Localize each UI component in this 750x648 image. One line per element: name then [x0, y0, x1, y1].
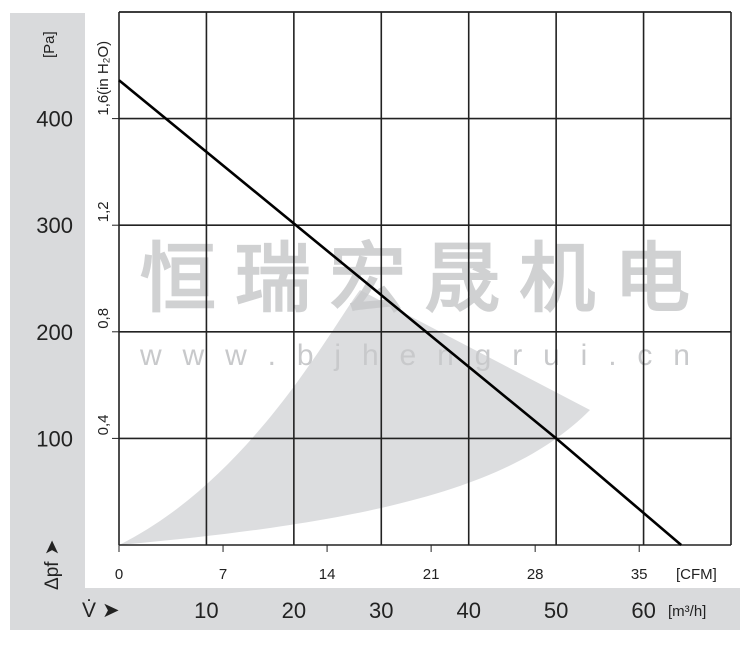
y-tick-label-pa: 200	[36, 320, 73, 345]
x-tick-label-m3h: 20	[282, 598, 306, 623]
y-tick-label-inh2o: 1,6	[95, 95, 112, 116]
left-band	[10, 13, 85, 630]
x-tick-label-m3h: 10	[194, 598, 218, 623]
y-unit-pa: [Pa]	[41, 31, 58, 58]
x-tick-label-cfm: 14	[319, 566, 336, 583]
y-axis-label-text: Δpf	[42, 561, 63, 590]
watermark: 恒瑞宏晟机电 w w w . b j h e n g r u i . c n	[119, 237, 690, 545]
x-tick-label-cfm: 21	[423, 566, 440, 583]
y-unit-inh2o: (in H₂O)	[95, 41, 112, 95]
y-arrow-icon: ➤	[42, 540, 63, 556]
x-tick-label-cfm: 7	[219, 566, 227, 583]
y-axis-label: Δpf ➤	[42, 540, 63, 590]
x-tick-label-cfm: 0	[115, 566, 123, 583]
x-unit-cfm: [CFM]	[676, 566, 717, 583]
x-tick-label-m3h: 60	[631, 598, 655, 623]
y-tick-label-inh2o: 0,8	[95, 308, 112, 329]
y-tick-label-pa: 100	[36, 426, 73, 451]
x-axis-label: V̇ ➤	[82, 599, 120, 622]
x-tick-label-m3h: 30	[369, 598, 393, 623]
x-tick-label-cfm: 35	[631, 566, 648, 583]
y-tick-label-pa: 400	[36, 107, 73, 132]
y-tick-label-inh2o: 0,4	[95, 415, 112, 436]
x-tick-label-m3h: 40	[456, 598, 480, 623]
x-tick-label-m3h: 50	[544, 598, 568, 623]
y-tick-label-pa: 300	[36, 213, 73, 238]
performance-curve	[118, 79, 683, 546]
watermark-url: w w w . b j h e n g r u i . c n	[139, 339, 690, 372]
x-axis-label-text: V̇	[82, 599, 96, 622]
y-tick-label-inh2o: 1,2	[95, 201, 112, 222]
watermark-shape	[119, 290, 590, 545]
x-arrow-icon: ➤	[102, 599, 120, 622]
bottom-band	[10, 588, 740, 630]
x-tick-label-cfm: 28	[527, 566, 544, 583]
watermark-name: 恒瑞宏晟机电	[140, 237, 690, 322]
x-unit-m3h: [m³/h]	[668, 603, 706, 620]
